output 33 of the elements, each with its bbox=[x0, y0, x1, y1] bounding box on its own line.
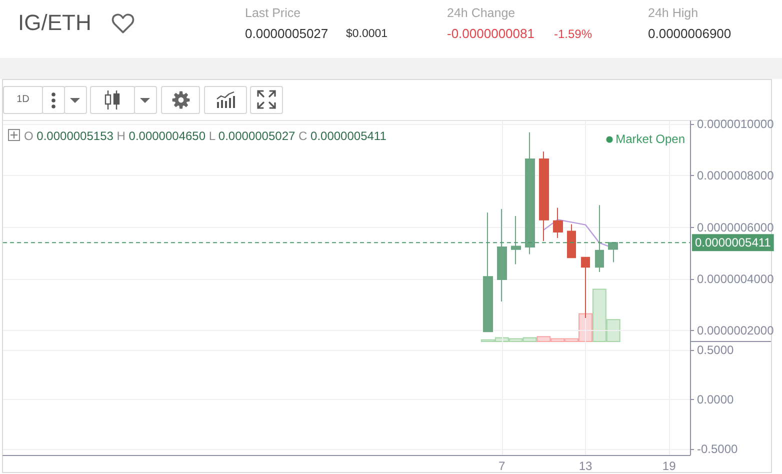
text: $0.0001 bbox=[346, 27, 388, 42]
x-tick-label: 7 bbox=[498, 459, 506, 473]
text: 0.0000005027 bbox=[245, 26, 328, 42]
candlestick bbox=[581, 256, 590, 318]
x-tick-label: 19 bbox=[662, 459, 676, 473]
y-tick-label: -0.5000 bbox=[697, 442, 738, 456]
y-tick-label: 0.0000004000 bbox=[697, 272, 774, 286]
ref-line-label: 0.0000005411 bbox=[695, 236, 772, 250]
text: IG/ETH bbox=[18, 10, 92, 36]
text: 0.0000006900 bbox=[648, 26, 732, 42]
y-tick-label: 0.0000008000 bbox=[697, 168, 774, 183]
toolbar-button: 1D bbox=[3, 86, 43, 114]
candlestick bbox=[553, 207, 563, 238]
candlestick bbox=[525, 132, 535, 255]
annotation: O 0.0000005153 H 0.0000004650 L 0.0000005027 C 0.0000005411 bbox=[24, 129, 386, 143]
candlestick bbox=[608, 242, 618, 263]
annotation: Market Open bbox=[616, 131, 685, 147]
y-tick-label: 0.0000006000 bbox=[697, 220, 774, 234]
text: -0.0000000081 bbox=[447, 26, 534, 42]
candlestick bbox=[511, 216, 521, 265]
text: 24h Change bbox=[447, 5, 516, 21]
y-tick-label: 0.0000010000 bbox=[697, 117, 774, 132]
candlestick bbox=[567, 224, 576, 258]
y-tick-label: 0.0000 bbox=[697, 392, 734, 406]
text: -1.59% bbox=[554, 26, 592, 42]
y-tick-label: 0.5000 bbox=[697, 342, 734, 357]
candlestick bbox=[539, 150, 549, 242]
candlestick bbox=[595, 204, 604, 273]
y-tick-label: 0.0000002000 bbox=[697, 324, 774, 338]
text: 24h High bbox=[648, 5, 698, 21]
x-tick-label: 13 bbox=[578, 459, 592, 473]
text: Last Price bbox=[245, 5, 301, 21]
candlestick bbox=[483, 212, 493, 332]
